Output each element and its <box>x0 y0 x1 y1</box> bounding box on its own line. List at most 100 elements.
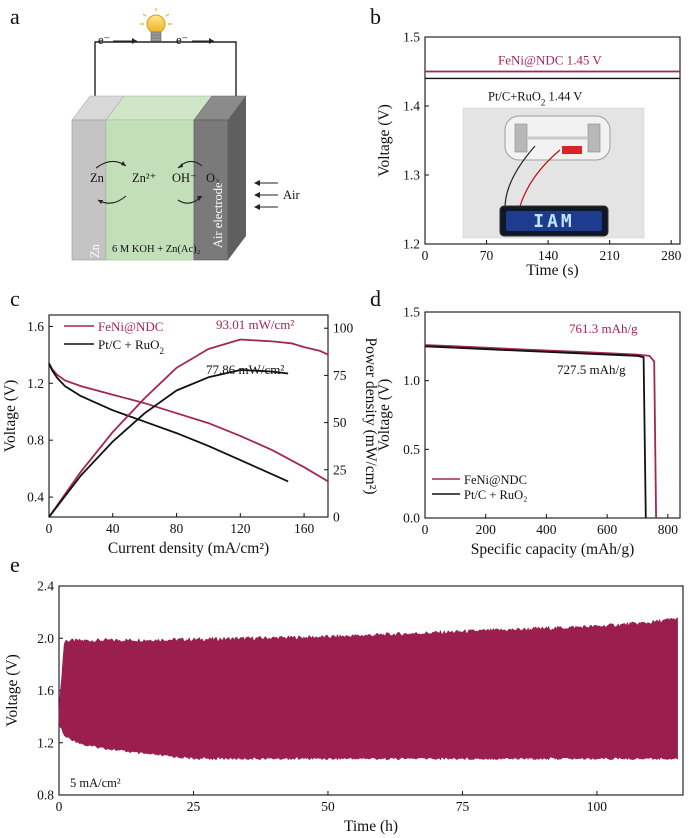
panel-a-letter: a <box>10 4 20 29</box>
x-tick-label: 0 <box>422 248 429 263</box>
arrowhead-icon <box>254 180 260 186</box>
electrolyte-label: 6 M KOH + Zn(Ac)₂ <box>112 244 201 255</box>
x-tick-label: 70 <box>480 248 494 263</box>
y-tick-label: 2.4 <box>37 579 54 594</box>
peak-label-pt: 77.86 mW/cm² <box>206 362 284 377</box>
black-wire <box>504 145 536 209</box>
series-line-ptc-ruo2 <box>424 345 647 519</box>
red-wire <box>519 149 561 207</box>
y-tick-label: 0.4 <box>27 490 44 505</box>
y-axis-title: Voltage (V) <box>376 379 393 451</box>
legend-text-pt-d: Pt/C + RuO₂ <box>464 488 528 502</box>
legend-text-pt: Pt/C + RuO2 <box>98 337 164 356</box>
y-tick-label: 1.2 <box>27 376 44 391</box>
panel-b-letter: b <box>370 4 381 29</box>
y-tick-label: 1.5 <box>403 30 420 45</box>
arrowhead-icon <box>121 161 126 166</box>
air-label: Air <box>283 188 301 202</box>
air-electrode-label: Air electrode <box>211 182 225 248</box>
peak-label-fe: 93.01 mW/cm² <box>216 317 294 332</box>
plot-frame <box>48 314 329 518</box>
electron-label-left: e⁻ <box>98 33 110 47</box>
label-pt-sub: 2 <box>541 97 546 107</box>
photo-inset: IAM <box>462 107 645 239</box>
y-tick-label: 1.2 <box>37 735 54 750</box>
series-voltage-ptc-ruo2 <box>48 363 289 483</box>
x-tick-label: 120 <box>230 521 251 536</box>
y-tick-label: 1.2 <box>403 237 420 252</box>
light-bulb-icon <box>140 8 172 42</box>
series-voltage-fenindc <box>48 362 329 483</box>
y-axis-title: Voltage (V) <box>376 104 393 176</box>
panel-e-letter: e <box>10 552 20 577</box>
led-display-text: IAM <box>533 211 575 232</box>
y-right-axis-title: Power density (mW/cm²) <box>362 337 379 494</box>
x-tick-label: 200 <box>476 522 497 537</box>
electrolyte-top <box>105 95 213 121</box>
series-power-ptc-ruo2 <box>48 369 289 518</box>
red-clip <box>562 146 582 154</box>
zn-plate-label: Zn <box>88 243 102 258</box>
panel-e: e 0 25 50 75 100 0.8 1.2 1.6 2.0 2.4 Time (h) Volta… <box>4 552 684 835</box>
x-tick-label: 80 <box>170 521 184 536</box>
x-tick-label: 160 <box>294 521 315 536</box>
electron-label-right: e⁻ <box>176 33 188 47</box>
series-line-fenindc <box>424 344 657 519</box>
zn-plate <box>71 119 107 261</box>
x-tick-label: 210 <box>600 248 621 263</box>
x-tick-label: 800 <box>658 522 679 537</box>
arrowhead-icon <box>132 38 137 44</box>
label-pt-prefix: Pt/C+RuO <box>488 89 541 103</box>
arrowhead-icon <box>197 196 202 201</box>
y-tick-label: 0.8 <box>27 433 44 448</box>
y-tick-label: 1.4 <box>403 99 420 114</box>
arrowhead-icon <box>254 204 260 210</box>
panel-d-letter: d <box>370 286 381 311</box>
current-density-label: 5 mA/cm² <box>70 776 121 790</box>
arrowhead-icon <box>178 163 183 168</box>
x-tick-label: 25 <box>187 799 201 814</box>
x-tick-label: 75 <box>456 799 470 814</box>
x-axis-title: Time (h) <box>344 818 398 835</box>
y-tick-label: 1.6 <box>37 683 54 698</box>
y-tick-label: 2.0 <box>37 631 54 646</box>
x-tick-label: 0 <box>46 521 53 536</box>
arrowhead-icon <box>209 38 214 44</box>
label-oh: OH⁻ <box>172 171 197 185</box>
panel-b: b 0 70 140 210 280 1.2 1.3 1.4 1.5 Time (s) Voltag… <box>370 4 682 279</box>
plot-frame <box>424 36 681 245</box>
x-tick-label: 40 <box>106 521 120 536</box>
y-tick-label: 1.3 <box>403 168 420 183</box>
arrowhead-icon <box>98 200 103 204</box>
label-o2: O₂ <box>206 171 219 185</box>
air-electrode-plate <box>193 119 229 261</box>
y-tick-label: 1.0 <box>403 373 420 388</box>
x-tick-label: 0 <box>56 799 63 814</box>
series-power-fenindc <box>48 338 329 518</box>
x-tick-label: 0 <box>422 522 429 537</box>
legend-pt-sub: 2 <box>160 346 165 356</box>
y-tick-label: 1.5 <box>403 305 420 320</box>
cycling-voltage-band <box>58 617 678 761</box>
y-right-tick-label: 25 <box>333 462 347 477</box>
panel-c-letter: c <box>10 286 20 311</box>
air-arrows <box>254 180 278 210</box>
y-tick-label: 0.8 <box>37 788 54 803</box>
label-fe-voltage: FeNi@NDC 1.45 V <box>498 53 602 68</box>
y-right-tick-label: 0 <box>333 510 340 525</box>
legend-pt-prefix: Pt/C + RuO <box>98 337 160 352</box>
y-tick-label: 0.0 <box>403 511 420 526</box>
y-right-tick-label: 100 <box>333 321 354 336</box>
label-pt-voltage: Pt/C+RuO2 1.44 V <box>488 89 582 107</box>
capacity-label-fe: 761.3 mAh/g <box>569 321 638 336</box>
y-tick-label: 0.5 <box>403 442 420 457</box>
circuit-wire <box>94 41 237 98</box>
x-tick-label: 100 <box>587 799 608 814</box>
y-right-tick-label: 75 <box>333 368 347 383</box>
y-right-tick-label: 50 <box>333 415 347 430</box>
label-pt-suffix: 1.44 V <box>545 89 582 103</box>
x-axis-title: Current density (mA/cm²) <box>108 540 269 557</box>
x-tick-label: 600 <box>597 522 618 537</box>
y-tick-label: 1.6 <box>27 319 44 334</box>
